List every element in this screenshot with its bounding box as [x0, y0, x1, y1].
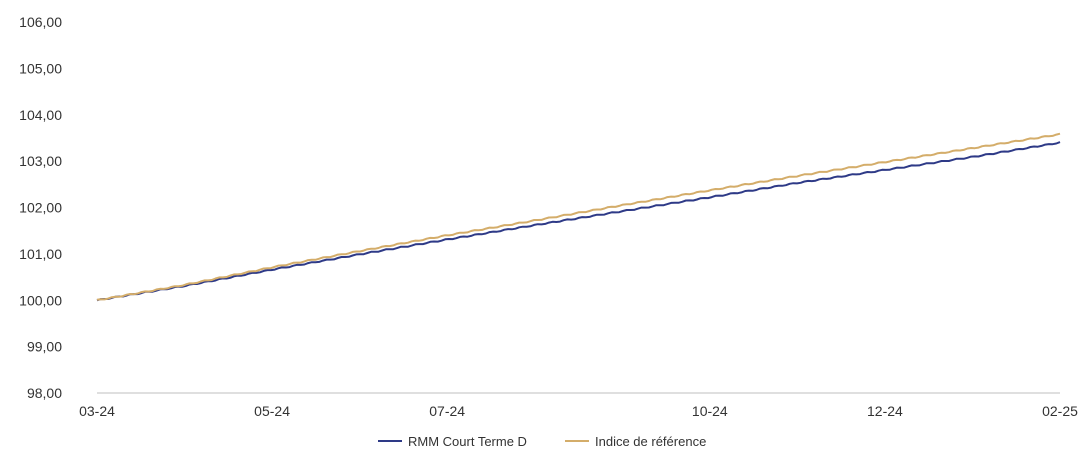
y-tick-label: 98,00	[27, 385, 62, 401]
series-layer	[96, 132, 1061, 302]
x-tick-label: 03-24	[79, 403, 115, 419]
x-tick-label: 05-24	[254, 403, 290, 419]
y-tick-label: 104,00	[19, 107, 62, 123]
x-tick-label: 07-24	[429, 403, 465, 419]
y-axis: 98,00 99,00 100,00 101,00 102,00 103,00 104,00…	[19, 14, 62, 401]
legend-label: RMM Court Terme D	[408, 434, 527, 449]
y-tick-label: 100,00	[19, 292, 62, 308]
series-line-1	[96, 132, 1061, 301]
y-tick-label: 105,00	[19, 60, 62, 76]
y-tick-label: 99,00	[27, 339, 62, 355]
series-line-0	[96, 141, 1061, 302]
y-tick-label: 102,00	[19, 200, 62, 216]
x-axis: 03-24 05-24 07-24 10-24 12-24 02-25	[79, 392, 1078, 419]
legend: RMM Court Terme D Indice de référence	[378, 434, 706, 449]
x-tick-label: 12-24	[867, 403, 903, 419]
legend-label: Indice de référence	[595, 434, 706, 449]
y-tick-label: 101,00	[19, 246, 62, 262]
x-tick-label: 02-25	[1042, 403, 1078, 419]
y-tick-label: 103,00	[19, 153, 62, 169]
y-tick-label: 106,00	[19, 14, 62, 30]
x-tick-label: 10-24	[692, 403, 728, 419]
